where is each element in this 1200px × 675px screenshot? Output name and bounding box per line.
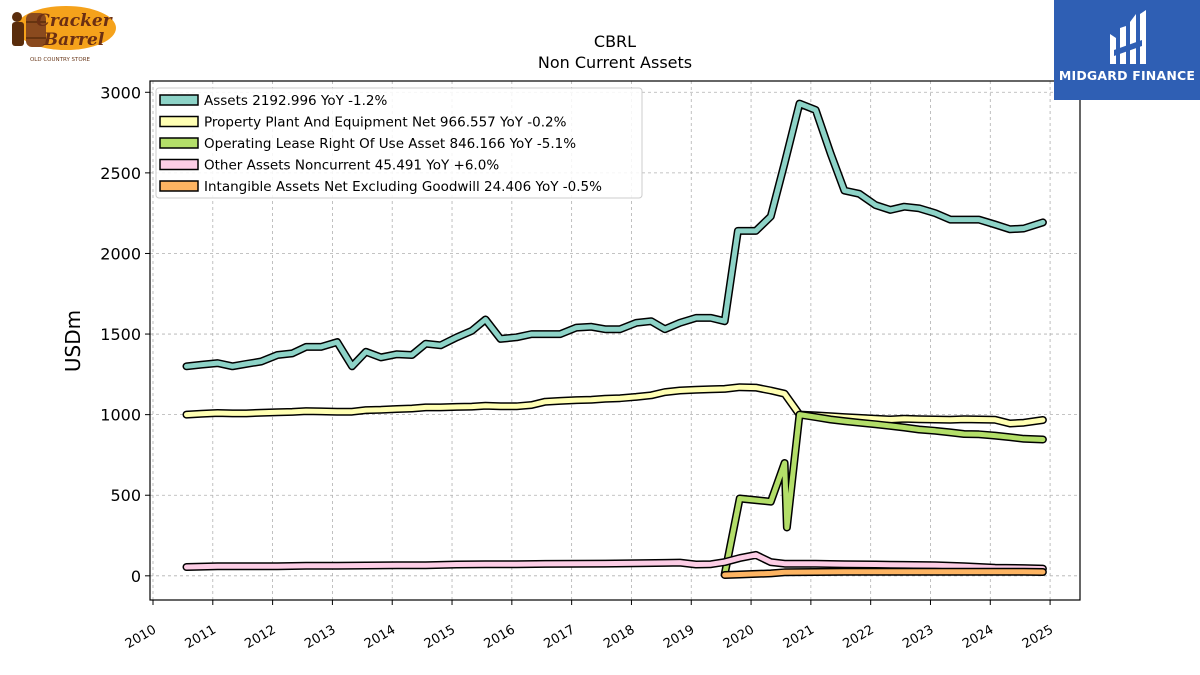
logo-subtitle: OLD COUNTRY STORE: [30, 57, 91, 63]
series-stroke: [184, 384, 1046, 426]
x-tick-label: 2013: [302, 622, 338, 652]
midgard-finance-label: MIDGARD FINANCE: [1058, 68, 1196, 83]
series-stroke: [722, 569, 1046, 578]
plot-frame: [149, 80, 1081, 601]
series-line-3: [182, 550, 1047, 573]
legend-entry: Operating Lease Right Of Use Asset 846.1…: [204, 136, 576, 152]
x-tick-label: 2025: [1020, 622, 1056, 652]
cracker-barrel-logo: Cracker Barrel OLD COUNTRY STORE: [4, 4, 116, 66]
legend-entry: Property Plant And Equipment Net 966.557…: [204, 115, 567, 131]
svg-text:Cracker: Cracker: [36, 11, 112, 31]
x-tick-label: 2022: [841, 622, 877, 652]
legend-entry: Intangible Assets Net Excluding Goodwill…: [204, 179, 602, 195]
x-tick-label: 2019: [661, 622, 697, 652]
x-tick-label: 2021: [781, 622, 817, 652]
x-tick-label: 2010: [123, 622, 159, 652]
x-tick-label: 2017: [541, 622, 577, 652]
legend-entry: Assets 2192.996 YoY -1.2%: [204, 93, 388, 109]
x-tick-label: 2020: [721, 622, 757, 652]
y-tick-label: 1500: [100, 325, 141, 344]
midgard-finance-logo: MIDGARD FINANCE: [1054, 0, 1200, 100]
y-tick-label: 2000: [100, 244, 141, 263]
legend-entry: Other Assets Noncurrent 45.491 YoY +6.0%: [204, 158, 499, 174]
y-tick-label: 1000: [100, 406, 141, 425]
legend-swatch: [159, 137, 199, 149]
x-tick-label: 2016: [482, 622, 518, 652]
y-tick-label: 2500: [100, 164, 141, 183]
x-tick-label: 2014: [362, 622, 398, 652]
legend-swatch: [159, 180, 199, 192]
legend: Assets 2192.996 YoY -1.2% Property Plant …: [155, 87, 643, 199]
x-tick-label: 2024: [960, 622, 996, 652]
series-line-4: [720, 567, 1047, 579]
series-stroke: [722, 412, 1046, 577]
series-stroke: [184, 552, 1046, 572]
y-tick-label: 3000: [100, 83, 141, 102]
x-tick-label: 2018: [601, 622, 637, 652]
man-figure-icon: [12, 12, 22, 22]
x-tick-label: 2011: [183, 622, 219, 652]
y-axis-label: USDm: [61, 310, 85, 372]
x-tick-label: 2023: [900, 622, 936, 652]
series-line-2: [720, 410, 1047, 579]
series-line-1: [182, 383, 1047, 428]
series-line-0: [182, 99, 1047, 371]
chart-subtitle: Non Current Assets: [538, 53, 692, 72]
legend-swatch: [159, 158, 199, 171]
y-tick-label: 0: [131, 567, 141, 586]
svg-text:Barrel: Barrel: [43, 30, 105, 50]
x-tick-label: 2012: [242, 622, 278, 652]
x-tick-label: 2015: [422, 622, 458, 652]
legend-box: [155, 87, 643, 199]
series-stroke: [184, 101, 1046, 369]
midgard-emblem-icon: [1110, 10, 1146, 64]
legend-swatch: [159, 94, 199, 106]
series-layer: [182, 99, 1047, 579]
legend-swatch: [159, 115, 199, 128]
y-tick-label: 500: [110, 486, 141, 505]
chart-title: CBRL: [594, 32, 636, 51]
